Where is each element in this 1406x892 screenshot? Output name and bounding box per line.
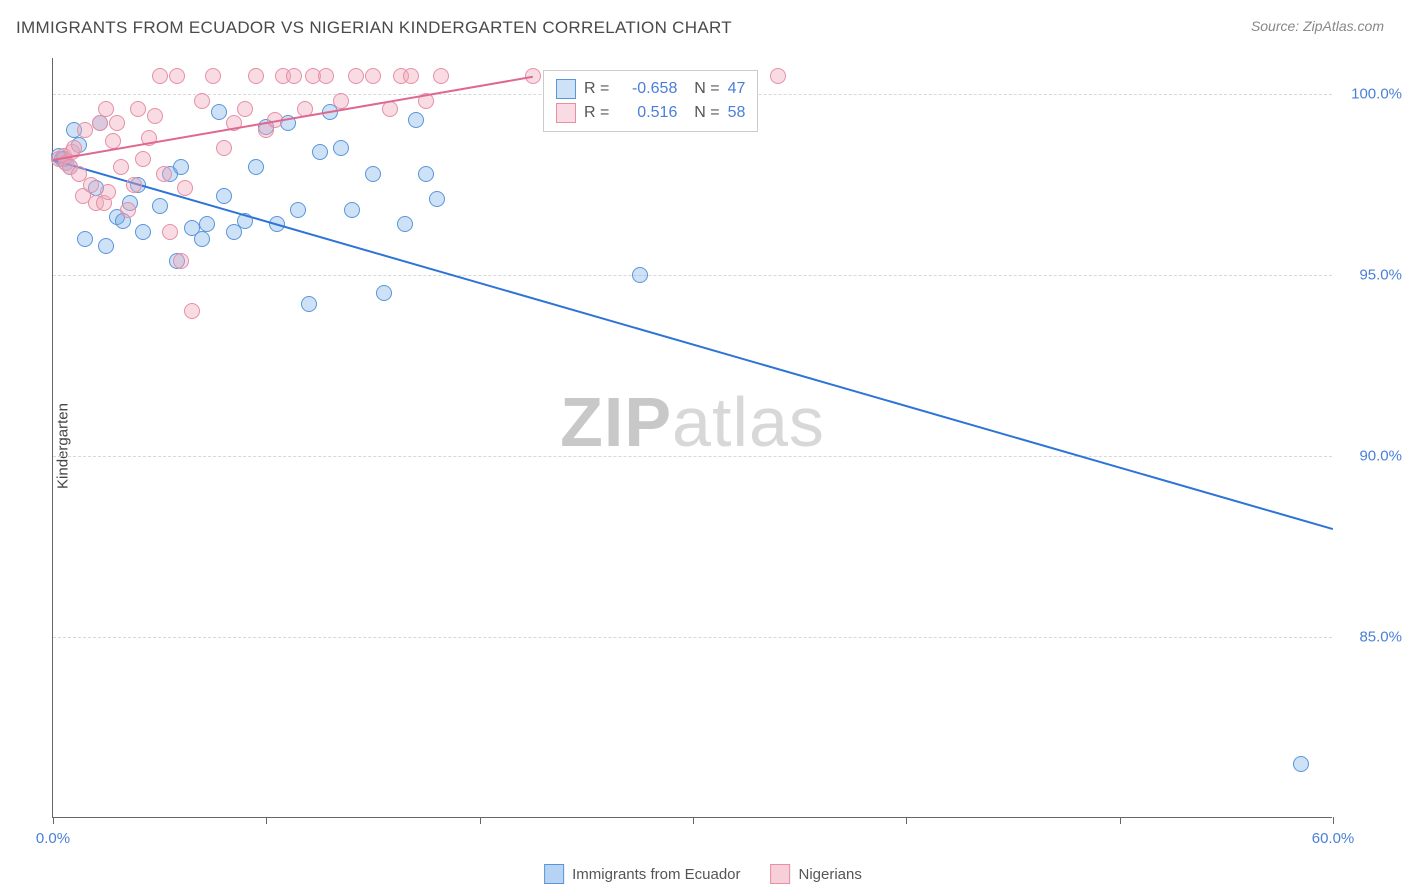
scatter-point [162, 224, 178, 240]
scatter-point [169, 68, 185, 84]
scatter-point [211, 104, 227, 120]
legend-label: Nigerians [799, 866, 862, 883]
scatter-point [184, 303, 200, 319]
scatter-point [173, 253, 189, 269]
stats-r-label: R = [584, 104, 609, 122]
x-tick [906, 817, 907, 824]
scatter-point [344, 202, 360, 218]
scatter-point [418, 166, 434, 182]
scatter-point [92, 115, 108, 131]
scatter-point [173, 159, 189, 175]
legend-swatch [556, 79, 576, 99]
scatter-point [433, 68, 449, 84]
x-tick-label: 0.0% [36, 830, 70, 847]
scatter-point [376, 285, 392, 301]
grid-line [53, 637, 1332, 638]
scatter-point [248, 68, 264, 84]
scatter-point [205, 68, 221, 84]
watermark-zip: ZIP [560, 383, 672, 461]
scatter-point [333, 140, 349, 156]
plot-area: ZIPatlas 85.0%90.0%95.0%100.0%0.0%60.0%R… [52, 58, 1332, 818]
scatter-point [408, 112, 424, 128]
stats-legend: R = -0.658 N = 47R = 0.516 N = 58 [543, 70, 758, 132]
legend-label: Immigrants from Ecuador [572, 866, 740, 883]
x-tick [266, 817, 267, 824]
stats-n-label: N = [685, 104, 719, 122]
scatter-point [248, 159, 264, 175]
y-tick-label: 85.0% [1342, 629, 1402, 646]
scatter-point [237, 101, 253, 117]
legend-item: Immigrants from Ecuador [544, 864, 740, 884]
watermark: ZIPatlas [560, 382, 825, 462]
stats-r-value: -0.658 [617, 80, 677, 98]
stats-n-value: 58 [728, 104, 746, 122]
scatter-point [98, 238, 114, 254]
scatter-point [301, 296, 317, 312]
y-tick-label: 90.0% [1342, 448, 1402, 465]
scatter-point [397, 216, 413, 232]
scatter-point [403, 68, 419, 84]
stats-row: R = -0.658 N = 47 [556, 77, 745, 101]
grid-line [53, 456, 1332, 457]
scatter-point [83, 177, 99, 193]
scatter-point [120, 202, 136, 218]
y-tick-label: 95.0% [1342, 267, 1402, 284]
scatter-point [365, 68, 381, 84]
trend-line [53, 159, 1334, 530]
stats-n-label: N = [685, 80, 719, 98]
source-label: Source: ZipAtlas.com [1251, 18, 1384, 34]
scatter-point [130, 101, 146, 117]
legend-swatch [544, 864, 564, 884]
scatter-point [290, 202, 306, 218]
x-tick [1333, 817, 1334, 824]
scatter-point [100, 184, 116, 200]
scatter-point [216, 140, 232, 156]
x-tick [480, 817, 481, 824]
x-tick [53, 817, 54, 824]
grid-line [53, 275, 1332, 276]
legend-item: Nigerians [771, 864, 862, 884]
watermark-atlas: atlas [672, 383, 825, 461]
stats-row: R = 0.516 N = 58 [556, 101, 745, 125]
scatter-point [194, 93, 210, 109]
scatter-point [429, 191, 445, 207]
scatter-point [199, 216, 215, 232]
scatter-point [98, 101, 114, 117]
bottom-legend: Immigrants from Ecuador Nigerians [544, 864, 862, 884]
scatter-point [632, 267, 648, 283]
y-tick-label: 100.0% [1342, 86, 1402, 103]
scatter-point [147, 108, 163, 124]
scatter-point [126, 177, 142, 193]
scatter-point [152, 68, 168, 84]
scatter-point [318, 68, 334, 84]
stats-r-label: R = [584, 80, 609, 98]
scatter-point [365, 166, 381, 182]
scatter-point [177, 180, 193, 196]
scatter-point [77, 231, 93, 247]
scatter-point [135, 151, 151, 167]
scatter-point [194, 231, 210, 247]
legend-swatch [556, 103, 576, 123]
scatter-point [156, 166, 172, 182]
scatter-point [109, 115, 125, 131]
scatter-point [348, 68, 364, 84]
stats-r-value: 0.516 [617, 104, 677, 122]
scatter-point [77, 122, 93, 138]
scatter-point [770, 68, 786, 84]
x-tick-label: 60.0% [1312, 830, 1355, 847]
x-tick [693, 817, 694, 824]
x-tick [1120, 817, 1121, 824]
scatter-point [312, 144, 328, 160]
scatter-point [152, 198, 168, 214]
scatter-point [113, 159, 129, 175]
scatter-point [216, 188, 232, 204]
scatter-point [286, 68, 302, 84]
chart-container: IMMIGRANTS FROM ECUADOR VS NIGERIAN KIND… [0, 0, 1406, 892]
legend-swatch [771, 864, 791, 884]
scatter-point [135, 224, 151, 240]
chart-title: IMMIGRANTS FROM ECUADOR VS NIGERIAN KIND… [16, 18, 732, 38]
stats-n-value: 47 [728, 80, 746, 98]
trend-line [53, 76, 533, 161]
scatter-point [1293, 756, 1309, 772]
